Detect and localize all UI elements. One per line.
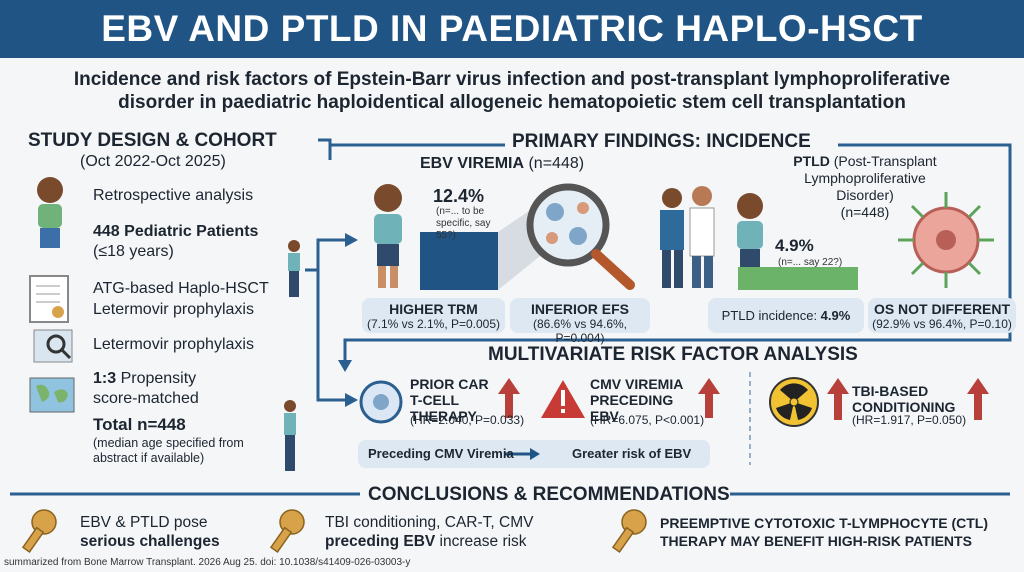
finding-detail: (92.9% vs 96.4%, P=0.10): [872, 317, 1012, 331]
section-title: MULTIVARIATE RISK FACTOR ANALYSIS: [488, 344, 858, 365]
title: EBV AND PTLD IN PAEDIATRIC HAPLO-HSCT: [0, 0, 1024, 58]
flow-arrowhead: [530, 448, 540, 460]
design-note: (median age specified from abstract if a…: [93, 436, 244, 465]
arrowheads: [338, 233, 358, 407]
finding-title: HIGHER TRM: [389, 301, 478, 317]
warning-icon: [541, 380, 585, 418]
doctors-icon: [660, 186, 715, 288]
text: (n=448): [840, 204, 890, 220]
document-icon: [29, 275, 69, 323]
factor-name: TBI-BASED CONDITIONING: [852, 383, 956, 415]
bold-text: PTLD: [793, 153, 830, 169]
design-item: Total n=448: [93, 415, 186, 434]
finding-title: INFERIOR EFS: [530, 301, 629, 317]
text: Propensity score-matched: [93, 370, 199, 407]
person-icon: [288, 240, 300, 297]
finding-box: INFERIOR EFS (86.6% vs 94.6%, P=0.004): [510, 298, 650, 345]
flow-step: Greater risk of EBV: [572, 446, 692, 461]
design-item: (≤18 years): [93, 243, 174, 260]
design-item: 448 Pediatric Patients: [93, 223, 259, 240]
text: TBI conditioning, CAR-T, CMV: [325, 514, 534, 531]
bold-text: serious challenges: [80, 533, 220, 550]
subtitle: Incidence and risk factors of Epstein-Ba…: [73, 69, 951, 113]
connector: [305, 238, 345, 272]
text: EBV & PTLD pose: [80, 514, 208, 531]
up-arrows: [498, 378, 989, 420]
finding-title: OS NOT DIFFERENT: [873, 301, 1011, 317]
design-item: Letermovir prophylaxis: [93, 301, 254, 318]
child-icon: [374, 184, 402, 288]
map-search-icon: [33, 329, 73, 363]
factor-stat: (HR=6.075, P<0.001): [590, 413, 705, 427]
design-item: ATG-based Haplo-HSCT: [93, 280, 269, 297]
factor-stat: (HR=1.917, P=0.050): [852, 413, 967, 427]
design-item: Retrospective analysis: [93, 187, 254, 204]
arrowhead: [345, 393, 358, 407]
period: (Oct 2022-Oct 2025): [80, 153, 226, 170]
connector: [343, 143, 1012, 365]
connector: [318, 138, 332, 160]
up-arrow: [698, 378, 720, 418]
ptld-heading: PTLD (Post-Transplant Lymphoproliferativ…: [780, 153, 950, 221]
up-arrow: [967, 378, 989, 420]
finding-detail: (7.1% vs 2.1%, P=0.005): [366, 317, 501, 331]
radiation-icon: [769, 377, 819, 427]
ebv-bar: [420, 231, 498, 290]
map-icon: [29, 377, 75, 413]
connector: [316, 240, 345, 402]
ebv-heading: EBV VIREMIA (n=448): [420, 154, 584, 174]
conclusion: PREEMPTIVE CYTOTOXIC T-LYMPHOCYTE (CTL) …: [660, 515, 988, 549]
ebv-note: (n=... to be specific, say 55?): [436, 206, 491, 241]
key-icon: [611, 509, 647, 553]
key-icons: [21, 509, 647, 553]
magnifier-icon: [526, 183, 635, 290]
factor-name: PRIOR CAR T-CELL THERAPY: [410, 376, 489, 424]
child-icon: [37, 177, 63, 248]
key-icon: [269, 509, 305, 553]
car-t-icon: [359, 380, 403, 424]
text: PTLD incidence:: [721, 308, 821, 323]
flow-step: Preceding CMV Viremia: [368, 446, 514, 461]
up-arrow: [498, 378, 520, 418]
connectors: [10, 138, 1012, 496]
section-title: PRIMARY FINDINGS: INCIDENCE: [512, 131, 811, 152]
person-icon: [284, 400, 296, 471]
section-title: STUDY DESIGN & COHORT: [28, 130, 277, 151]
conclusion: TBI conditioning, CAR-T, CMV preceding E…: [325, 513, 565, 551]
text: (n=448): [528, 155, 585, 172]
factor-stat: (HR=2.040, P=0.033): [410, 413, 525, 427]
arrowhead: [338, 360, 352, 372]
text: (Post-Transplant Lymphoproliferative Dis…: [804, 153, 937, 203]
ptld-value: 4.9%: [775, 236, 814, 255]
finding-detail: (86.6% vs 94.6%, P=0.004): [532, 317, 628, 345]
bold-text: EBV VIREMIA: [420, 155, 525, 172]
finding-box: OS NOT DIFFERENT (92.9% vs 96.4%, P=0.10): [868, 298, 1016, 333]
design-item: Letermovir prophylaxis: [93, 336, 254, 353]
lymphocyte-icon: [898, 192, 994, 288]
finding-box: HIGHER TRM (7.1% vs 2.1%, P=0.005): [362, 298, 505, 333]
up-arrow: [827, 378, 849, 420]
text: increase risk: [435, 533, 527, 550]
conclusion: EBV & PTLD pose serious challenges: [80, 513, 260, 551]
key-icon: [21, 509, 57, 553]
finding-box: PTLD incidence: 4.9%: [708, 298, 864, 333]
factor-name: CMV VIREMIA PRECEDING EBV: [590, 376, 683, 424]
section-title: CONCLUSIONS & RECOMMENDATIONS: [368, 484, 730, 505]
arrowhead: [345, 233, 358, 247]
bold-text: 4.9%: [820, 308, 851, 323]
bold-text: preceding EBV: [325, 533, 436, 550]
footer: summarized from Bone Marrow Transplant. …: [4, 557, 411, 568]
ebv-value: 12.4%: [433, 186, 485, 206]
ptld-note: (n=... say 22?): [778, 257, 843, 268]
ptld-bar: [738, 266, 858, 290]
design-item: 1:3 Propensity score-matched: [93, 369, 243, 409]
bold-text: 1:3: [93, 370, 117, 387]
